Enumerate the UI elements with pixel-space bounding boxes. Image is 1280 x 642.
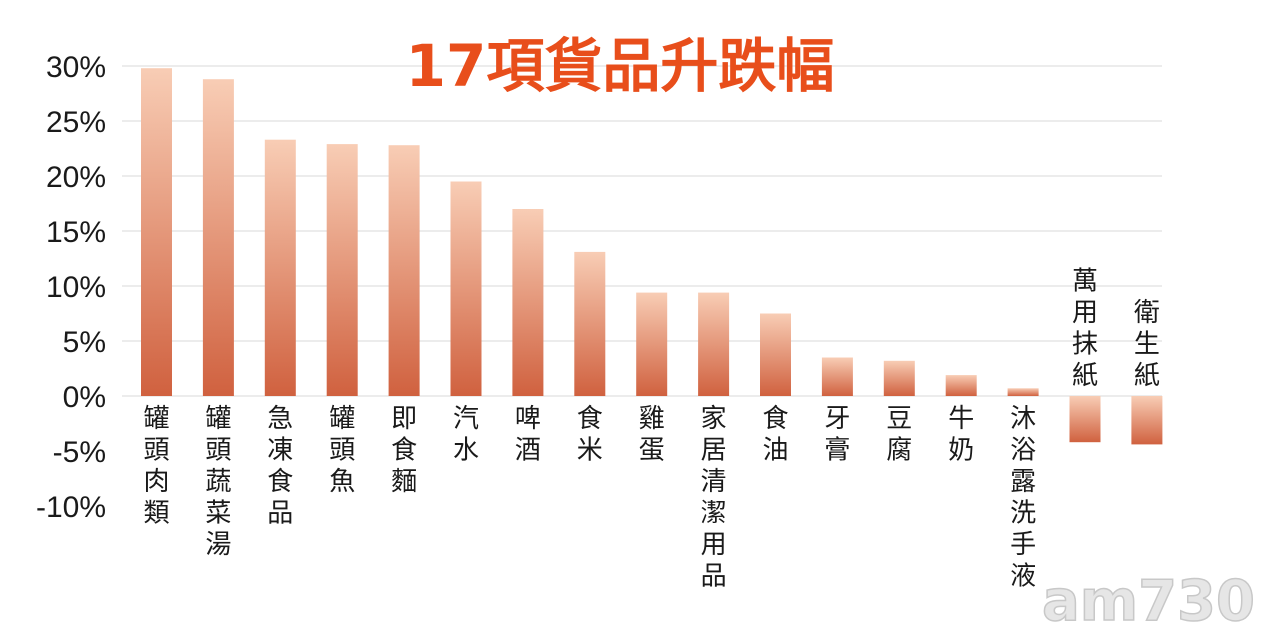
category-label: 衛生紙 xyxy=(1134,298,1160,391)
bar xyxy=(821,357,853,396)
watermark: am730 xyxy=(1042,569,1255,634)
y-tick-label: 20% xyxy=(46,161,106,194)
bar xyxy=(388,145,420,396)
category-label: 雞蛋 xyxy=(639,404,665,466)
y-tick-label: 25% xyxy=(46,106,106,139)
category-label: 沐浴露洗手液 xyxy=(1010,404,1036,592)
category-label: 罐頭蔬菜湯 xyxy=(205,404,231,560)
bar xyxy=(512,209,544,396)
bar xyxy=(883,360,915,396)
bar xyxy=(945,375,977,396)
bar xyxy=(760,313,791,396)
bar xyxy=(1069,396,1101,443)
bar xyxy=(698,292,730,396)
category-label: 罐頭肉類 xyxy=(143,404,169,529)
y-axis-ticks: -10% -5% 0% 5% 10% 15% 20% 25% 30% xyxy=(36,51,106,524)
bar xyxy=(574,251,606,396)
bar xyxy=(636,292,668,396)
category-label: 萬用抹紙 xyxy=(1072,267,1098,392)
category-label: 牛奶 xyxy=(948,404,974,466)
bar xyxy=(326,144,358,396)
bar xyxy=(450,181,482,396)
bar xyxy=(264,139,296,396)
category-label: 急凍食品 xyxy=(267,404,293,529)
category-label: 啤酒 xyxy=(515,404,541,466)
y-tick-label: 5% xyxy=(63,326,106,359)
category-label: 食米 xyxy=(577,404,603,466)
category-label: 家居清潔用品 xyxy=(701,404,727,592)
y-tick-label: 0% xyxy=(63,381,106,414)
y-tick-label: 30% xyxy=(46,51,106,84)
y-tick-label: 15% xyxy=(46,216,106,249)
category-label: 即食麵 xyxy=(391,404,417,497)
bar xyxy=(1007,388,1039,396)
y-tick-label: -5% xyxy=(53,436,106,469)
y-tick-label: -10% xyxy=(36,491,106,524)
category-label: 罐頭魚 xyxy=(329,404,355,497)
category-label: 汽水 xyxy=(453,404,479,466)
y-tick-label: 10% xyxy=(46,271,106,304)
category-label: 豆腐 xyxy=(886,404,912,466)
bar xyxy=(202,79,234,396)
bars xyxy=(141,68,1163,445)
bar xyxy=(1131,396,1163,445)
bar xyxy=(141,68,172,396)
category-label: 食油 xyxy=(762,404,788,466)
chart-title: 17項貨品升跌幅 xyxy=(406,32,835,100)
category-label: 牙膏 xyxy=(824,404,850,466)
